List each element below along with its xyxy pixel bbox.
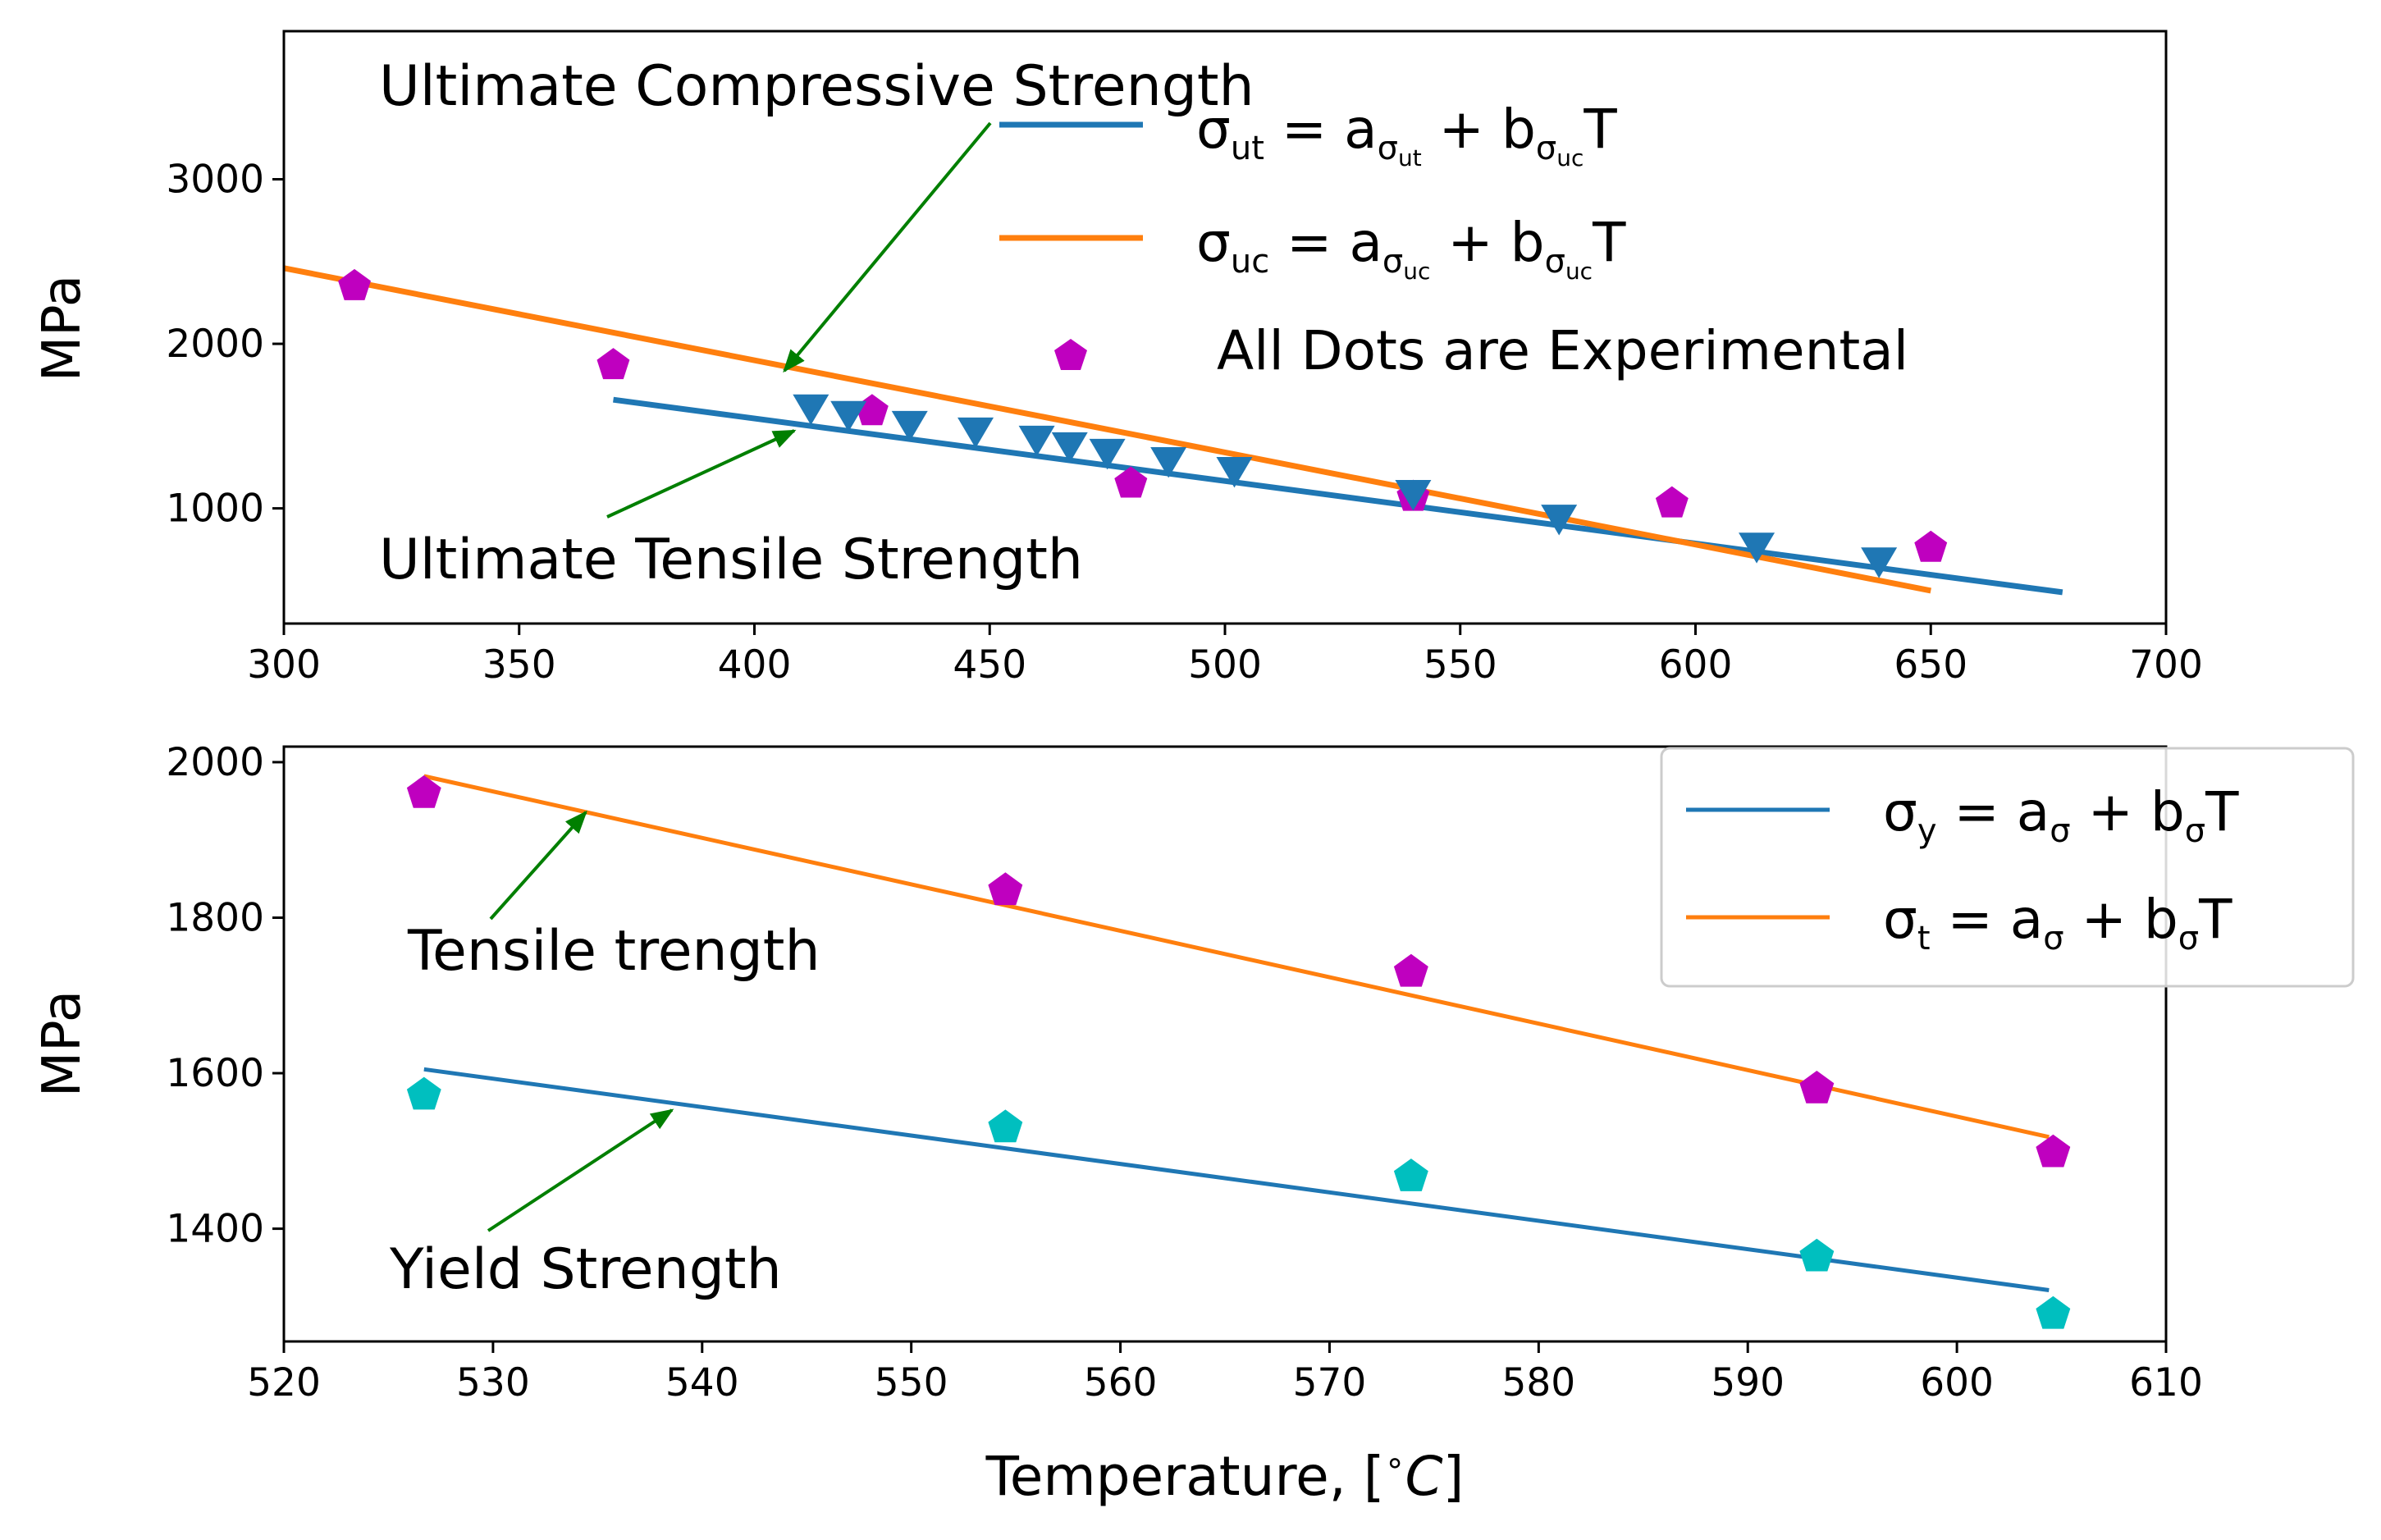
upper-x-tick-label: 700 (2129, 642, 2203, 688)
legend-label-sigma-y: σy = aσ + bσT (1883, 780, 2239, 850)
lower-fit-line-1 (423, 774, 2050, 1140)
lower-data-point-2-0 (406, 775, 441, 808)
lower-data-point-3-4 (2036, 1296, 2071, 1329)
annotation-ultimate-compressive-strength: Ultimate Compressive Strength (379, 54, 1254, 119)
legend-label-sigma-uc: σuc = aσuc + bσucT (1196, 211, 1626, 285)
upper-x-tick-label: 300 (247, 642, 321, 688)
lower-plot-marks (406, 774, 2071, 1329)
upper-plot-marks (283, 265, 2063, 596)
upper-data-point-3-8 (1216, 456, 1253, 488)
lower-legend: σy = aσ + bσT σt = aσ + bσT (1660, 747, 2355, 988)
lower-y-tick-label: 1600 (166, 1051, 264, 1096)
lower-x-tick-label: 580 (1501, 1360, 1575, 1405)
upper-x-tick-label: 600 (1659, 642, 1733, 688)
upper-fit-line-1 (283, 265, 1931, 594)
upper-x-tick-label: 550 (1424, 642, 1497, 688)
upper-data-point-3-10 (1541, 505, 1578, 536)
lower-x-axis-label: Temperature, [∘C] (985, 1444, 1465, 1508)
annotation-ultimate-tensile-strength: Ultimate Tensile Strength (379, 528, 1083, 592)
annotation-yield-strength: Yield Strength (389, 1237, 782, 1302)
upper-y-tick-label: 2000 (166, 322, 264, 367)
upper-annotation-compressive: Ultimate Compressive Strength (379, 54, 1254, 373)
upper-data-point-2-0 (338, 268, 371, 300)
lower-y-tick-label: 1400 (166, 1207, 264, 1252)
annotation-arrow-tensile (606, 429, 797, 519)
legend-label-sigma-t: σt = aσ + bσT (1883, 888, 2232, 957)
lower-data-point-3-2 (1393, 1158, 1428, 1191)
lower-annotation-tensile: Tensile trength (407, 810, 820, 984)
lower-fit-line-0 (423, 1067, 2050, 1292)
lower-x-axis: 520 530 540 550 560 570 580 590 600 610 (247, 1341, 2203, 1405)
lower-data-point-2-4 (2036, 1134, 2071, 1168)
upper-y-axis: 1000 2000 3000 (166, 158, 284, 532)
upper-data-point-3-2 (891, 410, 928, 442)
upper-x-tick-label: 500 (1188, 642, 1262, 688)
lower-plot-frame (282, 745, 2168, 1343)
upper-fit-line-0 (613, 396, 2063, 596)
lower-x-tick-label: 560 (1084, 1360, 1158, 1405)
lower-x-tick-label: 600 (1920, 1360, 1994, 1405)
upper-data-point-3-5 (1051, 432, 1088, 464)
annotation-arrow-tensile-lower (489, 810, 587, 921)
lower-x-tick-label: 520 (247, 1360, 321, 1405)
lower-x-tick-label: 550 (875, 1360, 948, 1405)
upper-y-axis-label: MPa (32, 275, 93, 382)
lower-y-axis-label: MPa (32, 990, 93, 1097)
legend-marker-experimental (1054, 339, 1087, 370)
upper-data-point-2-5 (1655, 486, 1689, 518)
lower-subplot: 520 530 540 550 560 570 580 590 600 610 140016001… (32, 740, 2355, 1508)
upper-data-point-3-4 (1018, 425, 1055, 457)
annotation-arrow-compressive (783, 121, 992, 373)
upper-x-tick-label: 650 (1894, 642, 1967, 688)
annotation-arrow-yield (487, 1108, 674, 1232)
upper-data-point-3-0 (793, 394, 829, 426)
upper-data-point-2-1 (596, 348, 630, 380)
upper-subplot: 300 350 400 450 500 550 600 650 700 1000 2000 3000… (32, 30, 2203, 688)
upper-data-point-3-7 (1150, 446, 1187, 478)
lower-x-tick-label: 610 (2129, 1360, 2203, 1405)
lower-x-tick-label: 590 (1711, 1360, 1785, 1405)
lower-x-tick-label: 570 (1293, 1360, 1367, 1405)
upper-data-point-3-6 (1089, 438, 1126, 470)
upper-y-tick-label: 3000 (166, 158, 264, 203)
annotation-tensile-trength: Tensile trength (407, 919, 820, 984)
upper-legend: σut = aσut + bσucT σuc = aσuc + bσucT Al… (999, 98, 1908, 382)
legend-label-sigma-ut: σut = aσut + bσucT (1196, 98, 1617, 171)
upper-data-point-2-6 (1914, 530, 1948, 562)
upper-data-point-3-12 (1861, 547, 1898, 578)
lower-legend-box (1660, 747, 2355, 988)
upper-data-point-3-11 (1739, 532, 1775, 564)
lower-x-tick-label: 540 (665, 1360, 739, 1405)
lower-y-axis: 1400 1600 1800 2000 (166, 740, 284, 1252)
legend-label-experimental: All Dots are Experimental (1217, 319, 1908, 382)
lower-data-point-2-3 (1799, 1071, 1835, 1104)
lower-annotation-yield: Yield Strength (389, 1108, 782, 1302)
lower-data-point-2-2 (1393, 953, 1428, 987)
upper-x-axis: 300 350 400 450 500 550 600 650 700 (247, 624, 2203, 688)
lower-data-point-3-3 (1799, 1238, 1835, 1272)
upper-x-tick-label: 450 (953, 642, 1026, 688)
lower-y-tick-label: 2000 (166, 740, 264, 785)
upper-data-point-3-3 (957, 417, 994, 449)
lower-x-tick-label: 530 (456, 1360, 530, 1405)
lower-data-point-3-1 (988, 1109, 1023, 1143)
upper-y-tick-label: 1000 (166, 487, 264, 532)
upper-x-tick-label: 350 (482, 642, 556, 688)
upper-annotation-tensile: Ultimate Tensile Strength (379, 429, 1083, 592)
lower-y-tick-label: 1800 (166, 895, 264, 940)
lower-data-point-2-1 (988, 872, 1023, 906)
upper-data-point-3-9 (1395, 480, 1432, 511)
upper-x-tick-label: 400 (718, 642, 792, 688)
upper-data-point-2-3 (1114, 466, 1148, 498)
upper-data-point-3-1 (830, 400, 867, 432)
lower-data-point-3-0 (406, 1076, 441, 1110)
